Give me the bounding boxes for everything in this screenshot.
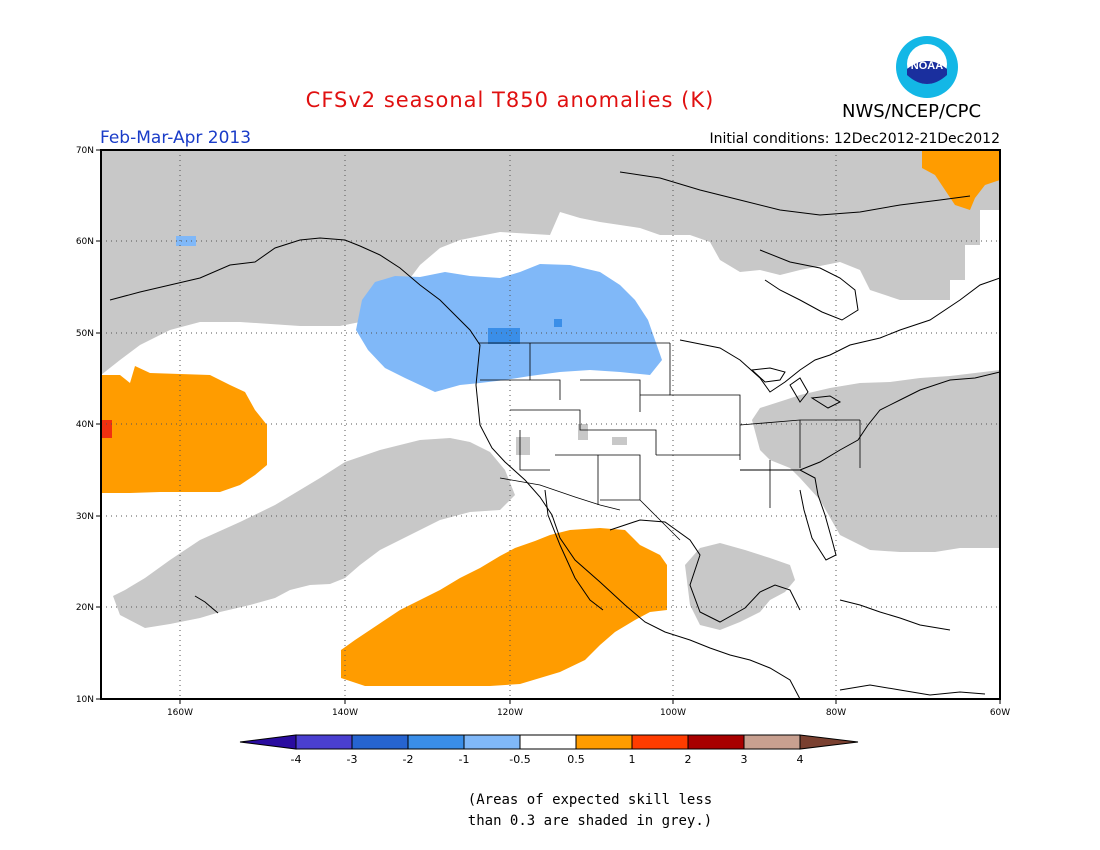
colorbar-segment-min — [239, 734, 297, 750]
low-skill-shading — [101, 150, 1000, 630]
colorbar-tick: 1 — [629, 753, 636, 766]
initial-conditions: Initial conditions: 12Dec2012-21Dec2012 — [709, 131, 1001, 147]
map-shading — [101, 150, 1000, 699]
skill-note: (Areas of expected skill less than 0.3 a… — [400, 790, 780, 832]
lat-label-70n: 70N — [76, 146, 94, 156]
colorbar-segment — [687, 734, 745, 750]
lat-label-30n: 30N — [76, 512, 94, 522]
lon-label-140w: 140W — [332, 708, 358, 718]
lon-label-120w: 120W — [497, 708, 523, 718]
colorbar-tick: -4 — [291, 753, 302, 766]
colorbar-tick: -3 — [347, 753, 358, 766]
colorbar-segment-max — [799, 734, 859, 750]
lon-label-80w: 80W — [826, 708, 846, 718]
map-title: CFSv2 seasonal T850 anomalies (K) — [305, 88, 715, 112]
colorbar-segment — [631, 734, 689, 750]
colorbar-segment — [351, 734, 409, 750]
colorbar-segment — [519, 734, 577, 750]
skill-note-line-1: (Areas of expected skill less — [467, 792, 713, 808]
colorbar-segment — [743, 734, 801, 750]
noaa-logo-icon: NOAA — [896, 36, 958, 98]
lat-label-40n: 40N — [76, 420, 94, 430]
colorbar-tick: 0.5 — [567, 753, 585, 766]
political-borders — [478, 342, 861, 541]
svg-text:NOAA: NOAA — [911, 60, 943, 72]
colorbar — [239, 734, 859, 750]
warm-anomaly-shading — [101, 150, 1000, 686]
lat-label-10n: 10N — [76, 695, 94, 705]
colorbar-tick: -0.5 — [509, 753, 530, 766]
colorbar-segment — [295, 734, 353, 750]
lon-label-60w: 60W — [990, 708, 1010, 718]
skill-note-line-2: than 0.3 are shaded in grey.) — [467, 813, 713, 829]
lat-label-50n: 50N — [76, 329, 94, 339]
coastlines — [109, 171, 1000, 699]
lat-label-20n: 20N — [76, 603, 94, 613]
colorbar-segment — [575, 734, 633, 750]
colorbar-tick: 2 — [685, 753, 692, 766]
agency-label: NWS/NCEP/CPC — [842, 101, 982, 122]
lon-label-160w: 160W — [167, 708, 193, 718]
anomaly-map: 70N 60N 50N 40N 30N 20N 10N 160W 140W 12… — [76, 146, 1010, 766]
colorbar-segment — [463, 734, 521, 750]
lat-label-60n: 60N — [76, 237, 94, 247]
forecast-period: Feb-Mar-Apr 2013 — [100, 128, 252, 148]
lon-label-100w: 100W — [660, 708, 686, 718]
colorbar-tick: 3 — [741, 753, 748, 766]
colorbar-tick: -2 — [403, 753, 414, 766]
colorbar-tick: 4 — [797, 753, 804, 766]
great-lakes — [750, 367, 842, 409]
axis-ticks — [96, 149, 1001, 704]
colorbar-segment — [407, 734, 465, 750]
colorbar-tick: -1 — [459, 753, 470, 766]
